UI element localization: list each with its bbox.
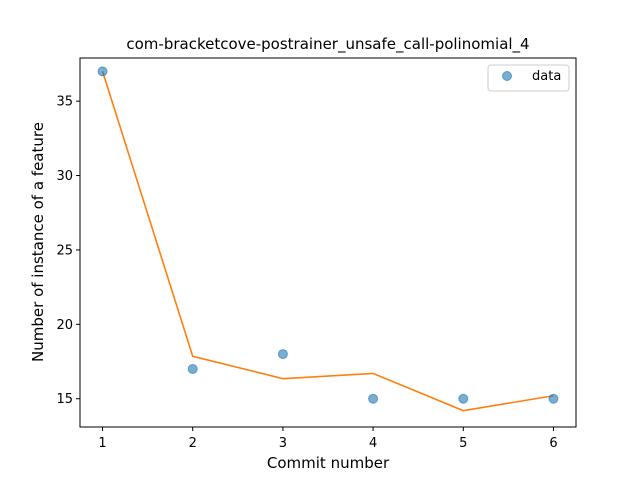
legend: data: [488, 65, 569, 91]
data-point: [549, 394, 558, 403]
chart-title: com-bracketcove-postrainer_unsafe_call-p…: [126, 35, 529, 54]
x-tick-label: 1: [98, 436, 106, 451]
y-tick-label: 35: [56, 95, 73, 110]
data-point: [278, 350, 287, 359]
legend-label-data: data: [532, 69, 561, 84]
y-axis-label: Number of instance of a feature: [29, 122, 47, 362]
y-tick-label: 20: [56, 318, 73, 333]
data-point: [369, 394, 378, 403]
y-tick-label: 30: [56, 169, 73, 184]
legend-marker-data: [503, 72, 512, 81]
x-tick-label: 2: [189, 436, 197, 451]
x-tick-label: 5: [459, 436, 467, 451]
x-tick-label: 6: [549, 436, 557, 451]
data-point: [188, 364, 197, 373]
x-axis-label: Commit number: [267, 454, 390, 472]
x-tick-label: 4: [369, 436, 377, 451]
x-tick-label: 3: [279, 436, 287, 451]
y-tick-label: 25: [56, 243, 73, 258]
data-point: [98, 67, 107, 76]
data-point: [459, 394, 468, 403]
y-tick-label: 15: [56, 392, 73, 407]
